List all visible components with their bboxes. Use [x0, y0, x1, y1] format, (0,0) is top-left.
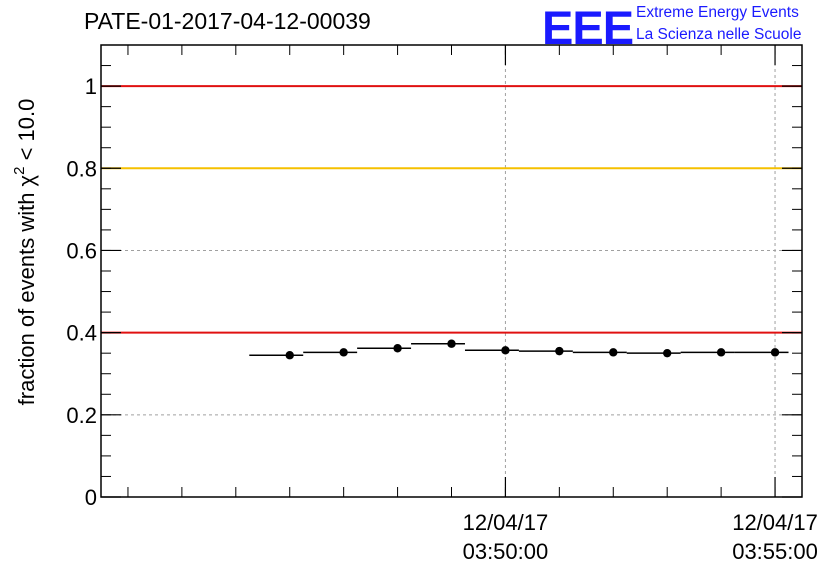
logo-line-2: La Scienza nelle Scuole	[636, 26, 802, 43]
data-point	[662, 348, 672, 358]
tick-layer	[101, 44, 802, 498]
data-point	[716, 348, 726, 357]
logo-line-1: Extreme Energy Events	[636, 4, 799, 21]
plot-frame	[100, 44, 803, 498]
y-label-chi: χ	[14, 174, 39, 186]
x-tick-label-time: 03:55:00	[732, 539, 818, 564]
y-tick-label: 1	[85, 74, 97, 99]
y-tick-label: 0.6	[66, 238, 97, 263]
y-label-text: fraction of events with	[14, 186, 39, 405]
y-axis-label: fraction of events with χ2 < 10.0	[11, 99, 39, 406]
data-point	[555, 346, 564, 356]
y-tick-label: 0.4	[66, 321, 97, 346]
data-point	[339, 348, 348, 357]
y-tick-label: 0.2	[66, 403, 97, 428]
data-layer	[249, 339, 789, 360]
data-point	[447, 339, 456, 348]
page-title: PATE-01-2017-04-12-00039	[84, 8, 371, 34]
data-point	[393, 344, 402, 353]
x-tick-label-date: 12/04/17	[463, 510, 549, 535]
eee-logo: EEE Extreme Energy Events La Scienza nel…	[540, 1, 834, 54]
data-point	[609, 348, 618, 357]
data-point	[285, 351, 294, 360]
x-tick-label-date: 12/04/17	[732, 510, 818, 535]
y-tick-label: 0	[85, 485, 97, 510]
data-point	[501, 346, 510, 355]
label-layer: 0 0.2 0.4 0.6 0.8 1 12/04/17 03:50:00 12/04/17 03…	[66, 74, 817, 564]
y-label-threshold: < 10.0	[14, 99, 39, 167]
y-tick-label: 0.8	[66, 156, 97, 181]
data-point	[770, 348, 780, 357]
x-tick-label-time: 03:50:00	[463, 539, 549, 564]
reference-lines	[101, 85, 802, 334]
grid-layer	[101, 45, 802, 497]
y-label-superscript: 2	[11, 167, 28, 175]
